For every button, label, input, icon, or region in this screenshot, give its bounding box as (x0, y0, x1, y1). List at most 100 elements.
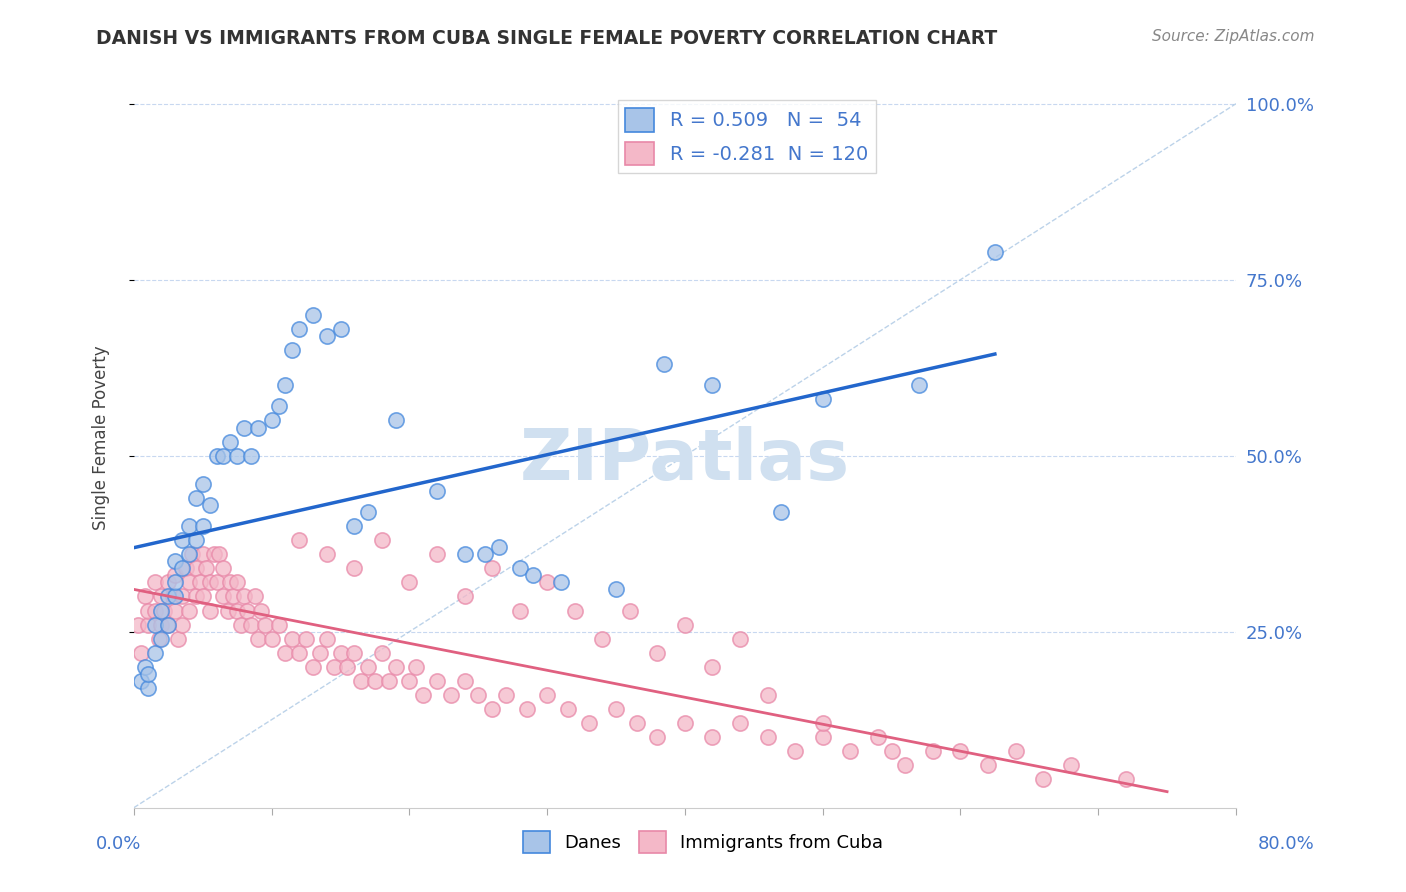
Point (231, 617, 253, 632)
Point (336, 660, 359, 674)
Point (226, 575, 249, 590)
Point (148, 632, 170, 646)
Y-axis label: Single Female Poverty: Single Female Poverty (93, 346, 110, 531)
Point (647, 730, 669, 744)
Point (165, 603, 187, 617)
Point (184, 590, 207, 604)
Point (315, 547, 337, 561)
Point (143, 646, 166, 660)
Text: Source: ZipAtlas.com: Source: ZipAtlas.com (1152, 29, 1315, 44)
Point (785, 744, 807, 758)
Point (136, 603, 159, 617)
Point (756, 688, 779, 702)
Point (174, 561, 197, 575)
Point (728, 632, 751, 646)
Point (453, 590, 475, 604)
Point (536, 688, 558, 702)
Point (440, 688, 463, 702)
Point (281, 632, 304, 646)
Point (191, 590, 214, 604)
Point (880, 744, 903, 758)
Point (236, 603, 259, 617)
Point (578, 716, 600, 731)
Point (426, 547, 449, 561)
Point (177, 603, 200, 617)
Point (481, 561, 503, 575)
Point (136, 617, 159, 632)
Point (249, 603, 271, 617)
Point (343, 646, 366, 660)
Point (157, 617, 180, 632)
Point (515, 702, 537, 716)
Point (226, 603, 249, 617)
Point (329, 322, 352, 336)
Point (522, 568, 544, 582)
Point (591, 632, 613, 646)
Point (157, 617, 180, 632)
Point (222, 590, 245, 604)
Point (1115, 772, 1137, 787)
Point (350, 673, 373, 688)
Point (177, 575, 200, 590)
Point (295, 632, 318, 646)
Point (474, 547, 496, 561)
Point (243, 590, 266, 604)
Point (212, 449, 235, 463)
Point (288, 646, 311, 660)
Point (329, 646, 352, 660)
Point (172, 590, 194, 604)
Point (384, 660, 406, 674)
Point (702, 730, 724, 744)
Point (150, 617, 173, 632)
Point (467, 688, 489, 702)
Point (322, 660, 344, 674)
Point (673, 617, 696, 632)
Point (811, 716, 834, 731)
Point (129, 673, 152, 688)
Text: 80.0%: 80.0% (1258, 835, 1315, 853)
Point (205, 575, 228, 590)
Point (357, 660, 380, 674)
Point (453, 673, 475, 688)
Point (605, 582, 627, 597)
Point (309, 646, 332, 660)
Point (481, 702, 503, 716)
Point (728, 716, 751, 731)
Point (536, 575, 558, 590)
Point (240, 449, 263, 463)
Point (488, 540, 510, 554)
Point (143, 603, 166, 617)
Point (343, 561, 366, 575)
Point (894, 758, 917, 772)
Point (150, 590, 173, 604)
Point (219, 434, 242, 449)
Point (188, 575, 211, 590)
Point (1059, 758, 1081, 772)
Point (184, 561, 207, 575)
Point (922, 744, 945, 758)
Point (398, 575, 420, 590)
Point (384, 413, 406, 427)
Point (908, 378, 931, 392)
Point (184, 491, 207, 505)
Point (702, 660, 724, 674)
Point (127, 617, 149, 632)
Point (426, 483, 449, 498)
Point (378, 673, 401, 688)
Point (647, 646, 669, 660)
Point (233, 590, 256, 604)
Point (191, 476, 214, 491)
Point (202, 547, 225, 561)
Point (302, 660, 325, 674)
Point (756, 730, 779, 744)
Point (165, 575, 187, 590)
Point (246, 632, 269, 646)
Point (357, 505, 380, 519)
Point (172, 617, 194, 632)
Point (984, 244, 1007, 259)
Point (260, 413, 283, 427)
Point (172, 561, 194, 575)
Point (226, 449, 249, 463)
Point (129, 646, 152, 660)
Point (811, 392, 834, 407)
